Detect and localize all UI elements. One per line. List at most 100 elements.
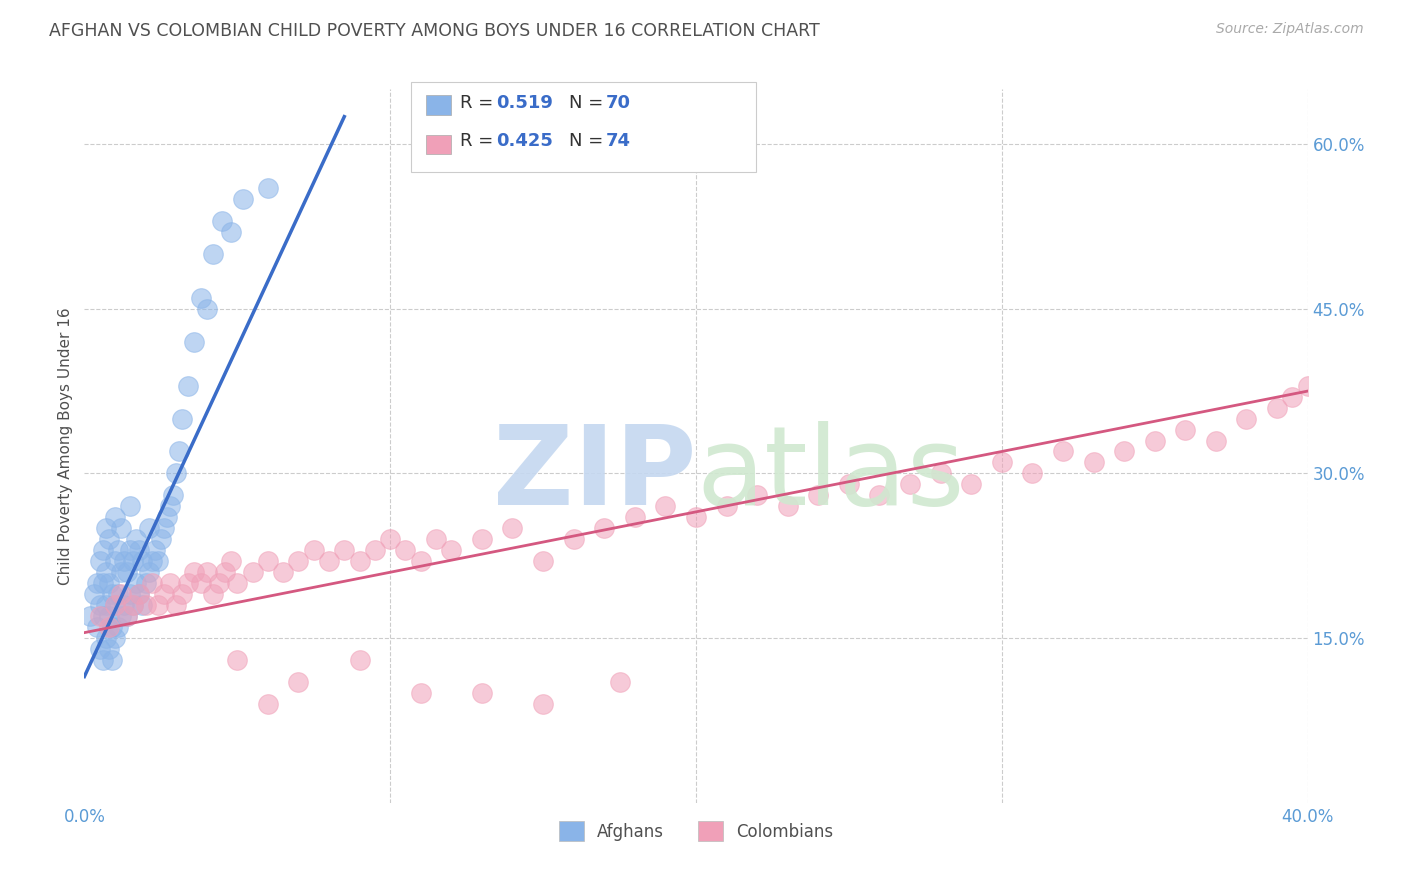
Point (112, 554, 135, 568)
Point (211, 214, 233, 228)
Point (125, 576, 148, 591)
Point (120, 500, 142, 514)
Point (122, 554, 145, 568)
Point (409, 554, 432, 568)
Point (531, 554, 554, 568)
Point (190, 291, 212, 305)
Legend: Afghans, Colombians: Afghans, Colombians (553, 814, 839, 848)
Point (101, 620, 124, 634)
Point (89, 598, 111, 612)
Point (531, 697, 554, 711)
Point (156, 510, 179, 524)
Point (991, 455, 1014, 469)
Point (138, 521, 160, 535)
Point (257, 554, 280, 568)
Point (112, 598, 135, 612)
Point (104, 598, 127, 612)
Point (149, 533, 172, 547)
Point (94, 566, 117, 580)
Point (183, 334, 205, 349)
Point (146, 598, 169, 612)
Point (1114, 444, 1136, 458)
Point (172, 411, 194, 425)
Point (609, 675, 631, 690)
Point (257, 181, 280, 195)
Text: Source: ZipAtlas.com: Source: ZipAtlas.com (1216, 22, 1364, 37)
Point (716, 500, 738, 514)
Point (146, 554, 169, 568)
Point (747, 488, 769, 502)
Point (141, 554, 163, 568)
Point (101, 653, 124, 667)
Point (349, 653, 371, 667)
Y-axis label: Child Poverty Among Boys Under 16: Child Poverty Among Boys Under 16 (58, 307, 73, 585)
Point (1236, 411, 1258, 425)
Point (409, 686, 432, 700)
Point (97, 642, 120, 657)
Point (302, 543, 325, 558)
Point (94, 521, 117, 535)
Point (110, 587, 132, 601)
Point (89, 554, 111, 568)
Point (183, 566, 205, 580)
Point (177, 576, 200, 591)
Point (107, 587, 129, 601)
Point (869, 488, 891, 502)
Point (471, 686, 494, 700)
Point (838, 477, 860, 491)
Point (257, 697, 280, 711)
Point (195, 566, 218, 580)
Point (165, 598, 187, 612)
Text: atlas: atlas (696, 421, 965, 528)
Point (1021, 467, 1043, 481)
Point (471, 533, 494, 547)
Point (97, 533, 120, 547)
Point (624, 510, 647, 524)
Point (104, 554, 127, 568)
Point (104, 631, 127, 645)
Point (159, 576, 181, 591)
Point (91, 609, 114, 624)
Point (97, 576, 120, 591)
Point (1296, 378, 1319, 392)
Point (141, 576, 163, 591)
Point (214, 566, 236, 580)
Point (159, 500, 181, 514)
Point (654, 500, 676, 514)
Point (122, 598, 145, 612)
Point (232, 192, 254, 206)
Point (89, 609, 111, 624)
Point (167, 444, 190, 458)
Point (177, 378, 200, 392)
Point (97, 609, 120, 624)
Point (562, 533, 585, 547)
Point (593, 521, 616, 535)
Point (287, 675, 309, 690)
Point (104, 510, 127, 524)
Text: R =: R = (460, 132, 499, 150)
Point (135, 598, 157, 612)
Text: N =: N = (569, 132, 609, 150)
Point (91, 576, 114, 591)
Text: 0.519: 0.519 (496, 94, 553, 112)
Point (226, 576, 249, 591)
Point (125, 533, 148, 547)
Point (226, 653, 249, 667)
Text: ZIP: ZIP (492, 421, 696, 528)
Point (128, 587, 150, 601)
Point (776, 500, 799, 514)
Point (89, 642, 111, 657)
Point (318, 554, 340, 568)
Text: 74: 74 (606, 132, 631, 150)
Point (807, 488, 830, 502)
Point (960, 477, 983, 491)
Point (1143, 434, 1166, 448)
Point (394, 543, 416, 558)
Point (120, 587, 142, 601)
Point (208, 576, 231, 591)
Point (128, 587, 150, 601)
Text: AFGHAN VS COLOMBIAN CHILD POVERTY AMONG BOYS UNDER 16 CORRELATION CHART: AFGHAN VS COLOMBIAN CHILD POVERTY AMONG … (49, 22, 820, 40)
Point (929, 467, 952, 481)
Point (83, 587, 105, 601)
Point (79, 609, 101, 624)
